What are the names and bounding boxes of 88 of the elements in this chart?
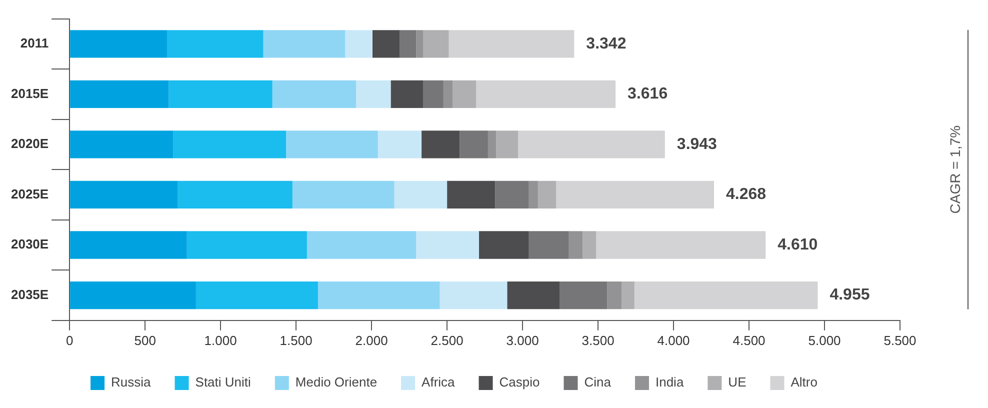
bar — [286, 130, 378, 158]
bar — [452, 80, 476, 108]
x-tick-label: 1.000 — [204, 332, 237, 348]
bar — [196, 281, 318, 310]
bar — [518, 130, 665, 158]
bar — [292, 180, 394, 209]
bar — [422, 130, 460, 158]
bar — [263, 30, 346, 58]
bar — [556, 180, 714, 209]
bar — [70, 180, 178, 209]
bar — [478, 231, 529, 259]
bar — [507, 281, 560, 310]
bar — [70, 80, 169, 108]
bar — [356, 80, 391, 108]
total-label: 3.342 — [586, 35, 626, 52]
bar — [390, 80, 424, 108]
x-tick-label: 3.000 — [506, 332, 539, 348]
x-tick-label: 5.500 — [884, 332, 916, 348]
x-tick-label: 2.000 — [355, 332, 388, 348]
y-tick-label: 2020E — [10, 136, 49, 152]
x-tick-label: 4.500 — [732, 332, 766, 348]
bar — [448, 30, 574, 58]
x-tick-label: 3.500 — [582, 332, 614, 348]
x-tick-label: 1.500 — [280, 332, 312, 348]
x-tick-label: 0 — [66, 332, 74, 348]
bar — [178, 180, 292, 209]
bar — [272, 80, 356, 108]
bar — [495, 180, 529, 209]
total-label: 4.955 — [830, 286, 870, 304]
bar — [416, 231, 479, 259]
bar — [306, 231, 416, 259]
bar — [70, 30, 167, 58]
legend-label: Stati Uniti — [195, 374, 252, 390]
legend-label: Cina — [584, 374, 612, 390]
legend-label: Medio Oriente — [295, 374, 378, 390]
bar — [318, 281, 440, 310]
legend-label: UE — [728, 374, 747, 390]
text: CAGR = 1,7% — [946, 125, 963, 214]
legend-label: Africa — [422, 374, 456, 390]
bar — [70, 281, 196, 310]
total-label: 4.610 — [778, 236, 818, 254]
bar — [416, 30, 424, 58]
bar — [168, 80, 272, 108]
bar — [528, 180, 538, 209]
bar — [70, 231, 187, 259]
bar — [538, 180, 556, 209]
legend-label: Caspio — [499, 374, 540, 390]
y-tick-label: 2015E — [10, 86, 49, 101]
bar — [560, 281, 608, 310]
bar — [607, 281, 622, 310]
legend-label: Altro — [790, 374, 818, 390]
x-tick-label: 2.500 — [430, 332, 464, 348]
bar — [443, 80, 452, 108]
bar — [186, 231, 307, 259]
x-tick-label: 4.000 — [657, 332, 690, 348]
total-label: 3.943 — [676, 136, 718, 153]
legend-label: India — [655, 374, 684, 390]
y-tick-label: 2011 — [20, 36, 49, 51]
bar — [568, 231, 583, 259]
x-tick-label: 5.000 — [808, 332, 841, 348]
bar — [634, 281, 818, 310]
bar — [582, 231, 596, 259]
y-tick-label: 2025E — [10, 186, 49, 202]
bar — [70, 130, 174, 158]
bar — [423, 30, 449, 58]
bar — [622, 281, 634, 310]
bar — [378, 130, 422, 158]
bar — [460, 130, 488, 158]
total-label: 4.268 — [726, 186, 766, 204]
bar — [345, 30, 372, 58]
bar — [372, 30, 400, 58]
bar — [476, 80, 616, 108]
y-tick-label: 2030E — [10, 236, 49, 252]
x-tick-label: 500 — [134, 332, 156, 348]
y-tick-label: 2035E — [10, 286, 49, 302]
bar — [496, 130, 518, 158]
bar — [166, 30, 264, 58]
bar — [528, 231, 569, 259]
bar — [423, 80, 444, 108]
bar — [596, 231, 766, 259]
bar — [447, 180, 496, 209]
bar — [400, 30, 416, 58]
bar — [173, 130, 286, 158]
legend-label: Russia — [111, 374, 152, 390]
total-label: 3.616 — [628, 86, 668, 103]
bar — [488, 130, 496, 158]
bar — [440, 281, 508, 310]
bar — [394, 180, 448, 209]
